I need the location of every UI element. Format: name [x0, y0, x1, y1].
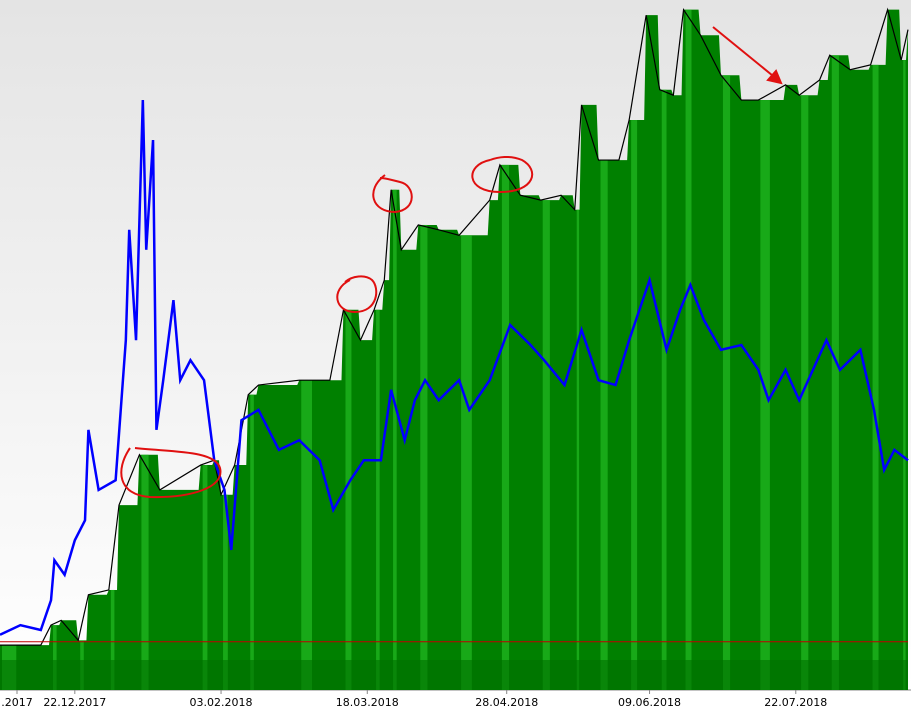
- area-stripe: [542, 200, 550, 690]
- annotation-circle: [120, 447, 222, 499]
- x-tick-label: 22.12.2017: [43, 696, 106, 709]
- area-outline: [0, 7, 909, 646]
- annotation-circle: [471, 156, 534, 194]
- price-line: [0, 100, 909, 636]
- area-stripe: [801, 95, 809, 691]
- x-tick-label: 28.04.2018: [475, 696, 538, 709]
- area-stripe: [420, 224, 428, 690]
- area-stripe: [202, 465, 208, 690]
- annotations: [120, 26, 783, 499]
- x-tick-label: 22.07.2018: [764, 696, 827, 709]
- area-stripe: [576, 209, 580, 690]
- annotation-circle: [336, 275, 378, 314]
- axis-strip: [0, 690, 911, 717]
- annotation-circle: [372, 174, 413, 214]
- x-tick-label: 03.02.2018: [190, 696, 253, 709]
- area-stripe: [872, 64, 879, 691]
- area-stripe: [461, 235, 472, 691]
- area-stripe: [110, 589, 115, 690]
- area-stripe: [685, 9, 692, 691]
- area-stripe: [393, 189, 397, 690]
- area-stripe: [250, 394, 254, 690]
- area-stripe: [301, 380, 312, 690]
- annotation-arrowhead: [766, 69, 783, 85]
- area-stripe: [141, 454, 149, 690]
- area-stripe: [661, 89, 667, 690]
- area-stripe: [722, 75, 731, 690]
- x-tick-label: 18.03.2018: [336, 696, 399, 709]
- area-stripe: [345, 309, 352, 690]
- area-stripe: [501, 164, 510, 690]
- x-tick-label: .2017: [1, 696, 33, 709]
- area-stripe: [376, 309, 380, 690]
- annotation-arrow: [712, 26, 779, 81]
- area-stripe: [760, 100, 770, 691]
- plot: [0, 7, 909, 691]
- x-tick-label: 09.06.2018: [618, 696, 681, 709]
- area-stripe: [903, 60, 906, 690]
- area-stripe: [831, 55, 839, 690]
- area-stripe: [600, 160, 608, 690]
- area-stripe: [53, 625, 57, 690]
- area-stripe: [631, 120, 638, 690]
- area-base: [0, 660, 908, 690]
- area-stripe: [223, 494, 228, 690]
